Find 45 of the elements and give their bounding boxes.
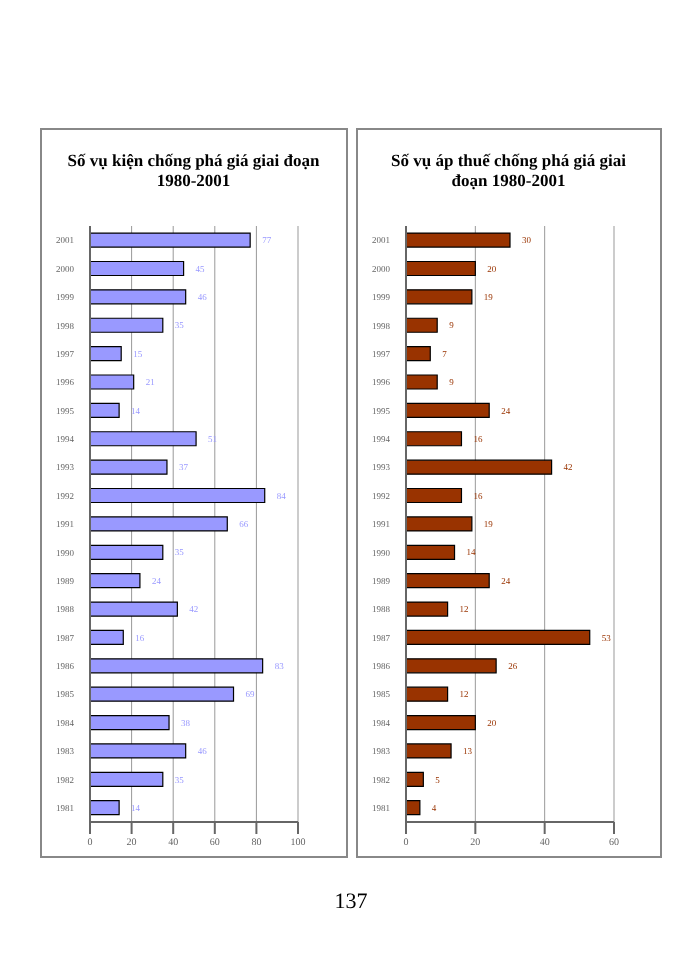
bar <box>405 317 437 333</box>
bar <box>405 573 489 589</box>
bar <box>90 260 185 277</box>
bar <box>405 260 475 277</box>
chart-title: Số vụ áp thuế chống phá giá giai đoạn 1980-2001 <box>389 148 628 194</box>
bar <box>90 743 187 759</box>
bar <box>90 658 264 674</box>
bar <box>405 516 472 532</box>
bar <box>405 402 489 418</box>
bar <box>90 346 122 362</box>
bar <box>405 374 437 390</box>
bar <box>405 232 510 248</box>
bar <box>90 487 266 504</box>
bar <box>405 289 472 305</box>
bar <box>405 686 448 702</box>
bar <box>90 431 197 447</box>
bar <box>405 658 496 674</box>
text: 137 <box>334 890 368 914</box>
bar <box>90 771 164 787</box>
bar <box>90 800 120 816</box>
bar <box>90 601 178 617</box>
bar <box>90 402 120 418</box>
chart-title: Số vụ kiện chống phá giá giai đoạn 1980-2001 <box>65 148 322 194</box>
bar <box>90 232 251 248</box>
bar <box>90 544 164 560</box>
bar <box>405 459 552 475</box>
bar <box>405 601 448 617</box>
bar <box>90 629 124 646</box>
bar <box>90 459 168 475</box>
bar <box>405 629 590 646</box>
bar <box>90 374 135 390</box>
bar <box>405 346 430 362</box>
bar <box>90 317 164 333</box>
bar <box>90 686 235 702</box>
bar <box>405 714 475 731</box>
bar <box>405 771 423 787</box>
bar <box>405 800 420 816</box>
bar <box>405 487 462 504</box>
bar <box>90 573 141 589</box>
bar <box>405 431 462 447</box>
bar <box>90 516 228 532</box>
bar <box>90 289 187 305</box>
bar <box>405 544 455 560</box>
bar <box>405 743 451 759</box>
bar <box>90 714 170 731</box>
